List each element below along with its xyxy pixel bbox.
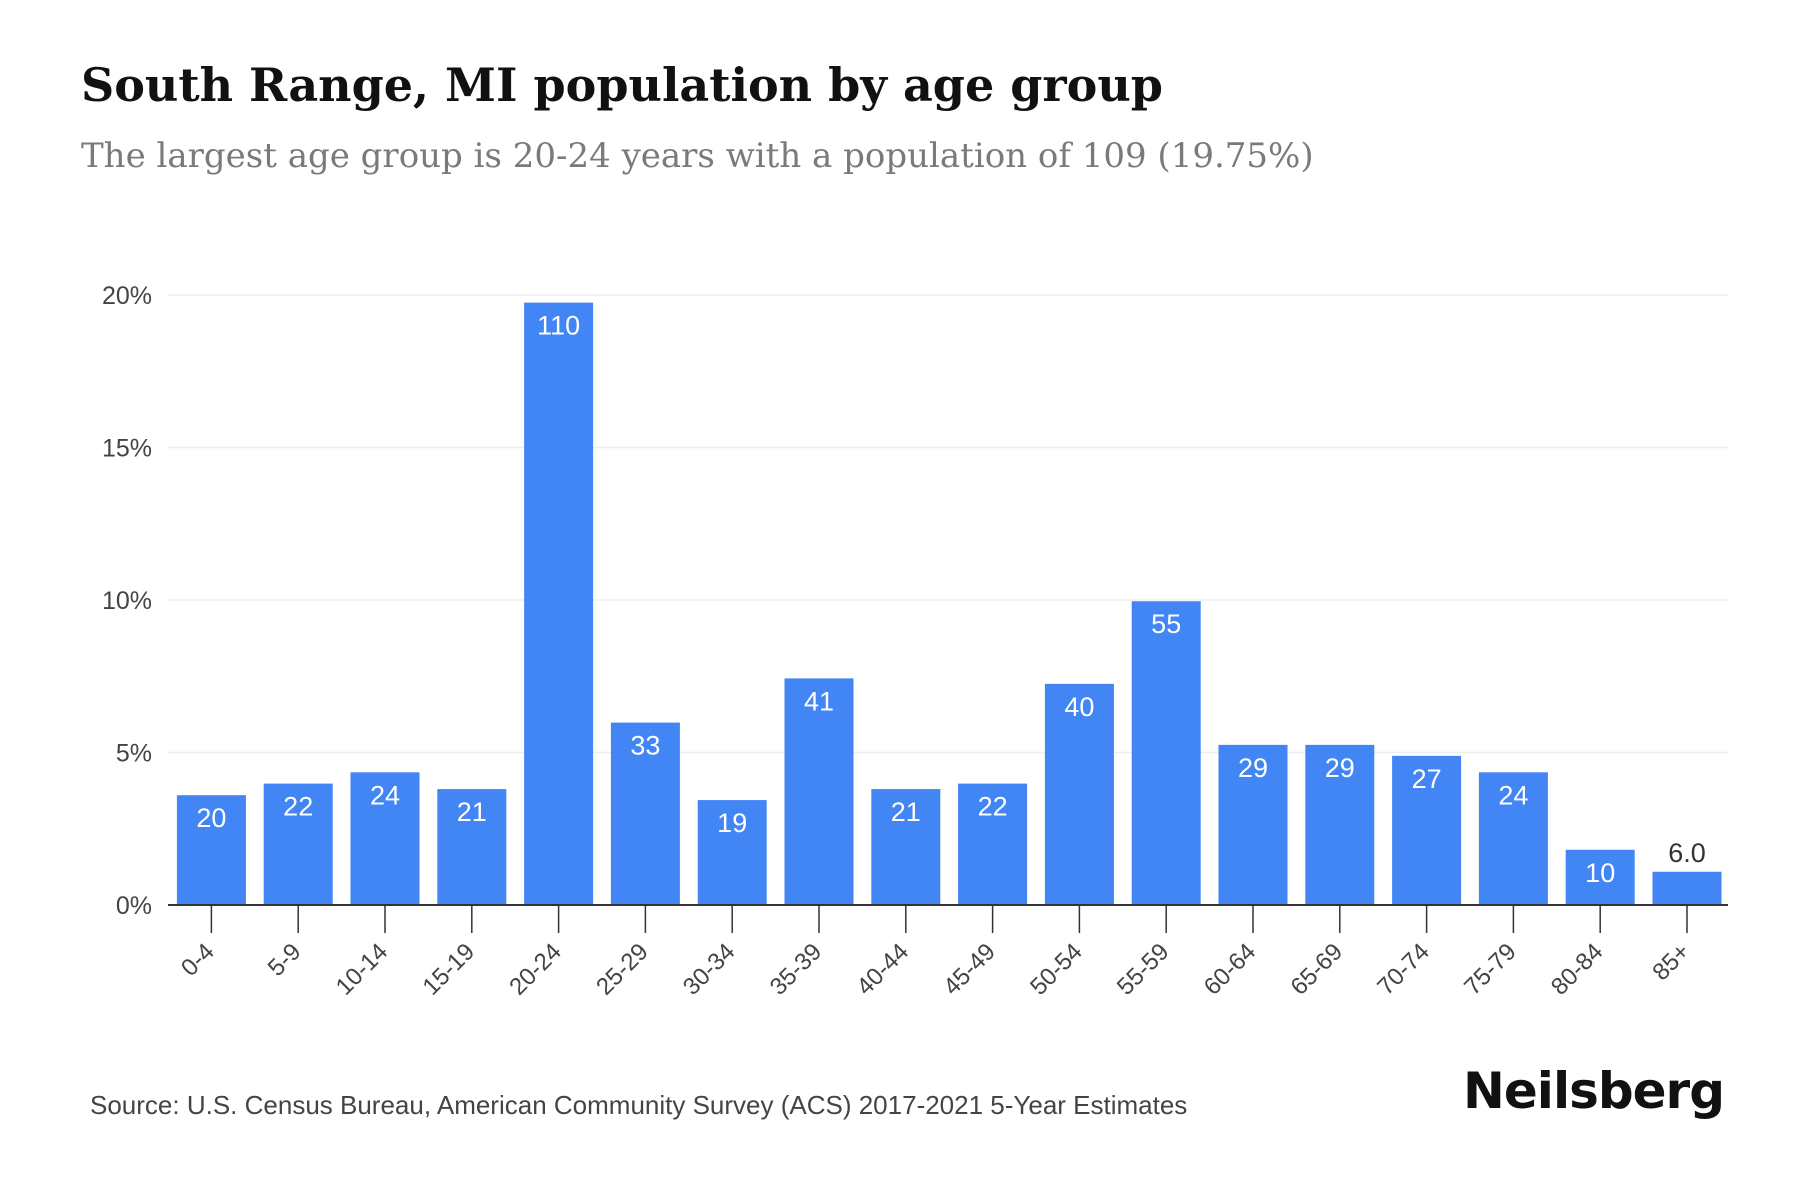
bars [176,302,1722,905]
bar [1652,871,1722,905]
x-tick-label: 0-4 [176,938,220,982]
bar [697,800,767,905]
x-axis [168,904,1728,933]
data-label: 29 [1325,753,1355,783]
x-tick-label: 85+ [1647,938,1695,986]
y-tick-label: 15% [102,435,152,463]
y-tick-label: 5% [116,740,152,768]
bar [1044,683,1114,905]
bar [524,302,594,905]
data-labels: 20 22 24 21 110 33 19 41 21 22 40 55 29 29 27 24 10 6.0 [196,311,1705,888]
y-tick-label: 10% [102,587,152,615]
x-tick-label: 30-34 [678,938,741,1001]
data-label: 24 [1498,780,1528,810]
data-label: 40 [1064,692,1094,722]
bar [1305,744,1375,905]
bar [958,783,1028,905]
data-label: 55 [1151,609,1181,639]
data-label: 10 [1585,858,1615,888]
x-tick-label: 35-39 [765,938,828,1001]
x-tick-label: 45-49 [938,938,1001,1001]
x-tick-label: 80-84 [1546,938,1609,1001]
x-tick-label: 75-79 [1459,938,1522,1001]
data-label: 22 [283,792,313,822]
bar [1131,601,1201,905]
data-label: 41 [804,686,834,716]
x-tick-label: 25-29 [591,938,654,1001]
bar [784,678,854,905]
data-label: 27 [1412,764,1442,794]
bar [263,783,333,905]
x-tick-label: 55-59 [1112,938,1175,1001]
data-label: 21 [891,797,921,827]
bar [1392,755,1462,905]
data-label: 110 [537,311,580,341]
x-tick-label: 50-54 [1025,938,1088,1001]
data-label: 21 [457,797,487,827]
grid-lines [168,294,1728,754]
bar [437,789,507,905]
data-label: 6.0 [1668,838,1706,868]
chart-title: South Range, MI population by age group [81,58,1163,112]
x-tick-label: 65-69 [1286,938,1349,1001]
y-axis-tick-labels: 0% 5% 10% 15% 20% [102,282,152,920]
data-label: 33 [630,731,660,761]
bar [1565,849,1635,905]
x-tick-label: 60-64 [1199,938,1262,1001]
y-tick-label: 20% [102,282,152,310]
bar [871,789,941,905]
bar [1478,772,1548,905]
bar [176,795,246,905]
x-tick-label: 5-9 [263,938,307,982]
y-tick-label: 0% [116,892,152,920]
bar [1218,744,1288,905]
source-note: Source: U.S. Census Bureau, American Com… [90,1090,1188,1120]
x-tick-label: 70-74 [1372,938,1435,1001]
x-tick-label: 15-19 [418,938,481,1001]
x-tick-label: 20-24 [504,938,567,1001]
data-label: 29 [1238,753,1268,783]
chart-subtitle: The largest age group is 20-24 years wit… [81,136,1314,176]
bar [350,772,420,905]
data-label: 24 [370,780,400,810]
bar [610,722,680,905]
data-label: 22 [978,792,1008,822]
x-tick-label: 10-14 [331,938,394,1001]
brand-logo: Neilsberg [1463,1062,1725,1120]
data-label: 19 [717,808,747,838]
x-tick-label: 40-44 [852,938,915,1001]
x-axis-tick-labels: 0-4 5-9 10-14 15-19 20-24 25-29 30-34 35-39 40-4… [176,938,1695,1001]
data-label: 20 [196,803,226,833]
